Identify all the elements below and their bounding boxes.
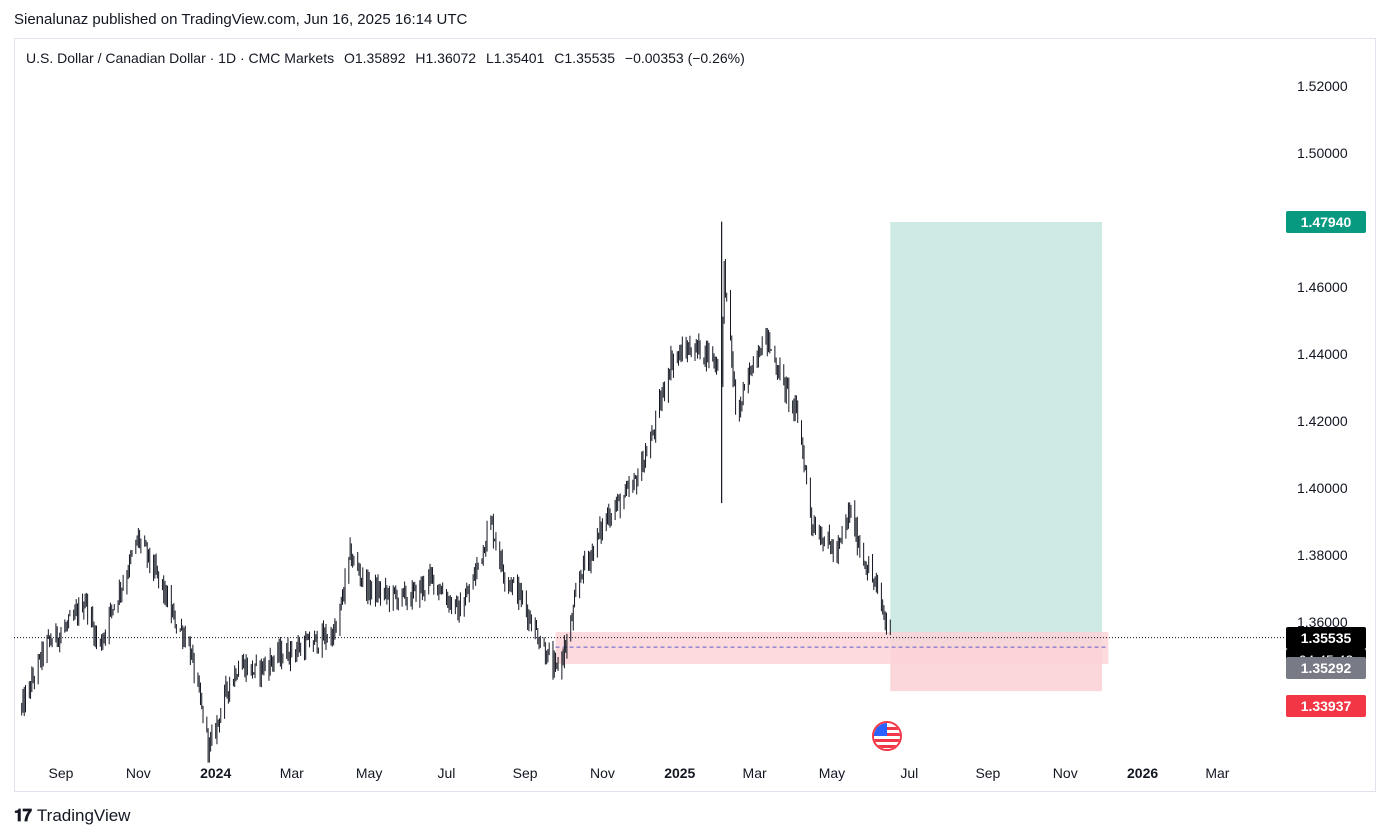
- tradingview-logo[interactable]: 𝟏𝟕 TradingView: [14, 806, 130, 826]
- time-axis-label: Nov: [1053, 765, 1078, 781]
- last-price-tag: 1.35535: [1286, 626, 1366, 649]
- stop-price-tag: 1.33937: [1286, 695, 1366, 718]
- time-axis-label: Jul: [900, 765, 918, 781]
- chart-legend: U.S. Dollar / Canadian Dollar · 1D · CMC…: [26, 50, 751, 66]
- time-axis-label: Mar: [743, 765, 767, 781]
- legend-high: H1.36072: [415, 50, 477, 66]
- tradingview-logo-icon: 𝟏𝟕: [14, 806, 32, 825]
- price-axis-label: 1.42000: [1297, 413, 1348, 429]
- price-axis-label: 1.50000: [1297, 145, 1348, 161]
- chart-frame: [14, 38, 1376, 792]
- time-axis-label: May: [819, 765, 845, 781]
- price-axis-label: 1.46000: [1297, 279, 1348, 295]
- price-axis-label: 1.44000: [1297, 346, 1348, 362]
- time-axis-label: May: [356, 765, 382, 781]
- time-axis-label: Mar: [1205, 765, 1229, 781]
- time-axis-label: Sep: [513, 765, 538, 781]
- us-flag-icon[interactable]: [872, 721, 902, 751]
- time-axis: Sep Nov 2024 Mar May Jul Sep Nov 2025 Mar May Jul Se…: [49, 765, 1230, 781]
- time-axis-label: 2024: [200, 765, 231, 781]
- profit-zone: [890, 222, 1103, 646]
- target-price-tag: 1.47940: [1286, 211, 1366, 233]
- legend-change: −0.00353 (−0.26%): [624, 50, 745, 66]
- time-axis-label: Mar: [280, 765, 304, 781]
- time-axis-label: Nov: [590, 765, 615, 781]
- candles-layer: [21, 221, 891, 763]
- time-axis-label: 2025: [664, 765, 695, 781]
- time-axis-label: Nov: [126, 765, 151, 781]
- legend-open: O1.35892: [343, 50, 406, 66]
- entry-price-tag: 1.35292: [1286, 656, 1366, 679]
- price-axis-label: 1.40000: [1297, 480, 1348, 496]
- legend-close: C1.35535: [554, 50, 615, 66]
- legend-low: L1.35401: [485, 50, 545, 66]
- price-axis-label: 1.36000: [1297, 614, 1348, 630]
- legend-symbol[interactable]: U.S. Dollar / Canadian Dollar · 1D · CMC…: [26, 50, 335, 66]
- publisher-line: Sienalunaz published on TradingView.com,…: [14, 11, 468, 28]
- logo-text: TradingView: [36, 806, 131, 825]
- time-axis-label: Sep: [975, 765, 1000, 781]
- zones-layer: [555, 222, 1109, 692]
- time-axis-label: 2026: [1127, 765, 1158, 781]
- price-axis-label: 1.38000: [1297, 547, 1348, 563]
- time-axis-label: Sep: [49, 765, 74, 781]
- price-axis: 1.52000 1.50000 1.46000 1.44000 1.42000 1.400…: [1297, 78, 1348, 630]
- time-axis-label: Jul: [438, 765, 456, 781]
- price-axis-label: 1.52000: [1297, 78, 1348, 94]
- support-zone: [555, 632, 1109, 664]
